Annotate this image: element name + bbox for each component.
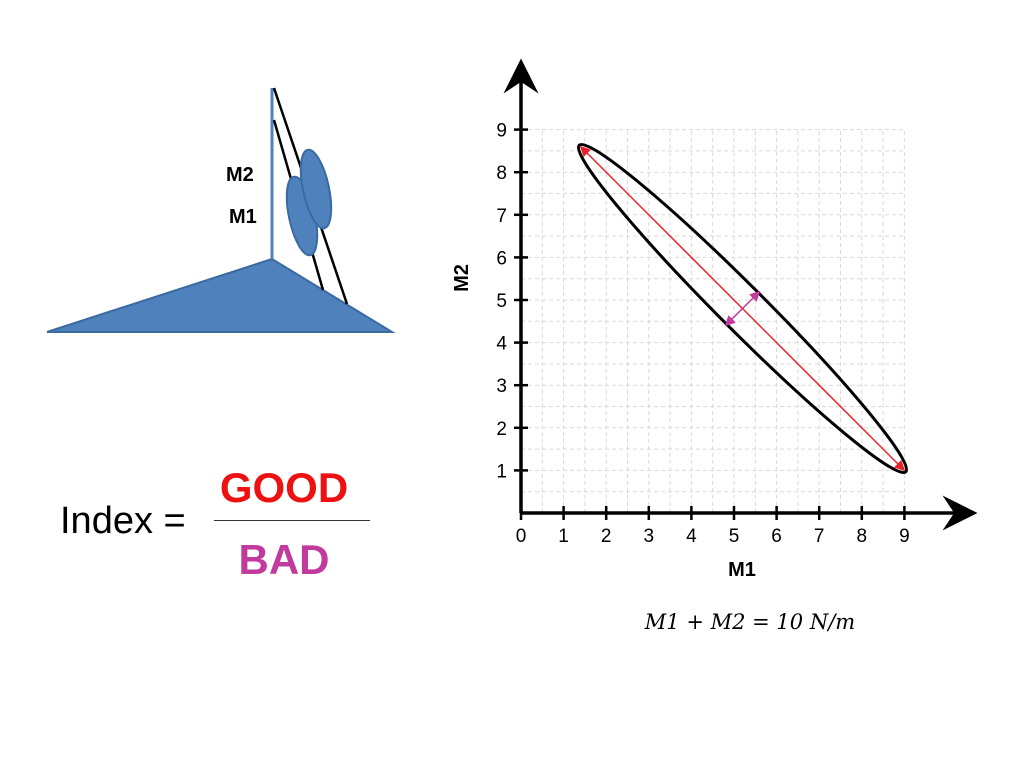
- index-label: Index =: [60, 500, 186, 542]
- y-tick-label: 4: [496, 334, 507, 355]
- fraction-line: [214, 520, 370, 521]
- y-tick-label: 7: [496, 206, 507, 227]
- x-tick-label: 0: [516, 526, 527, 547]
- constraint-formula: M1 + M2 = 10 N/m: [644, 610, 856, 634]
- x-tick-label: 5: [729, 526, 740, 547]
- x-tick-label: 8: [857, 526, 868, 547]
- y-tick-label: 9: [496, 121, 507, 142]
- mass-label-m1: M1: [229, 206, 257, 228]
- chart-axes: [503, 58, 978, 531]
- y-tick-label: 1: [496, 461, 507, 482]
- chart-marks: [576, 142, 909, 475]
- y-tick-label: 8: [496, 163, 507, 184]
- mass-label-m2: M2: [226, 164, 254, 186]
- x-axis-title: M1: [728, 559, 756, 581]
- x-tick-label: 1: [558, 526, 569, 547]
- x-tick-label: 9: [899, 526, 910, 547]
- x-tick-label: 6: [771, 526, 782, 547]
- y-tick-label: 3: [496, 376, 507, 397]
- minor-axis-arrow: [724, 290, 761, 327]
- x-tick-label: 7: [814, 526, 825, 547]
- y-axis-title: M2: [451, 264, 473, 292]
- y-tick-label: 6: [496, 248, 507, 269]
- index-denominator: BAD: [238, 536, 330, 583]
- chart-grid: [521, 129, 905, 513]
- base-triangle: [46, 257, 396, 333]
- x-tick-label: 2: [601, 526, 612, 547]
- y-tick-label: 5: [496, 291, 507, 312]
- chart-ticks: 0 1 2 3 4 5 6 7 8 9 1 2 3 4 5 6 7 8 9: [496, 121, 909, 547]
- x-tick-label: 4: [686, 526, 697, 547]
- index-numerator: GOOD: [219, 464, 349, 511]
- mechanism-diagram: M2 M1: [46, 87, 396, 333]
- mass-m2-ellipse: [299, 148, 333, 230]
- y-tick-label: 2: [496, 419, 507, 440]
- x-tick-label: 3: [644, 526, 655, 547]
